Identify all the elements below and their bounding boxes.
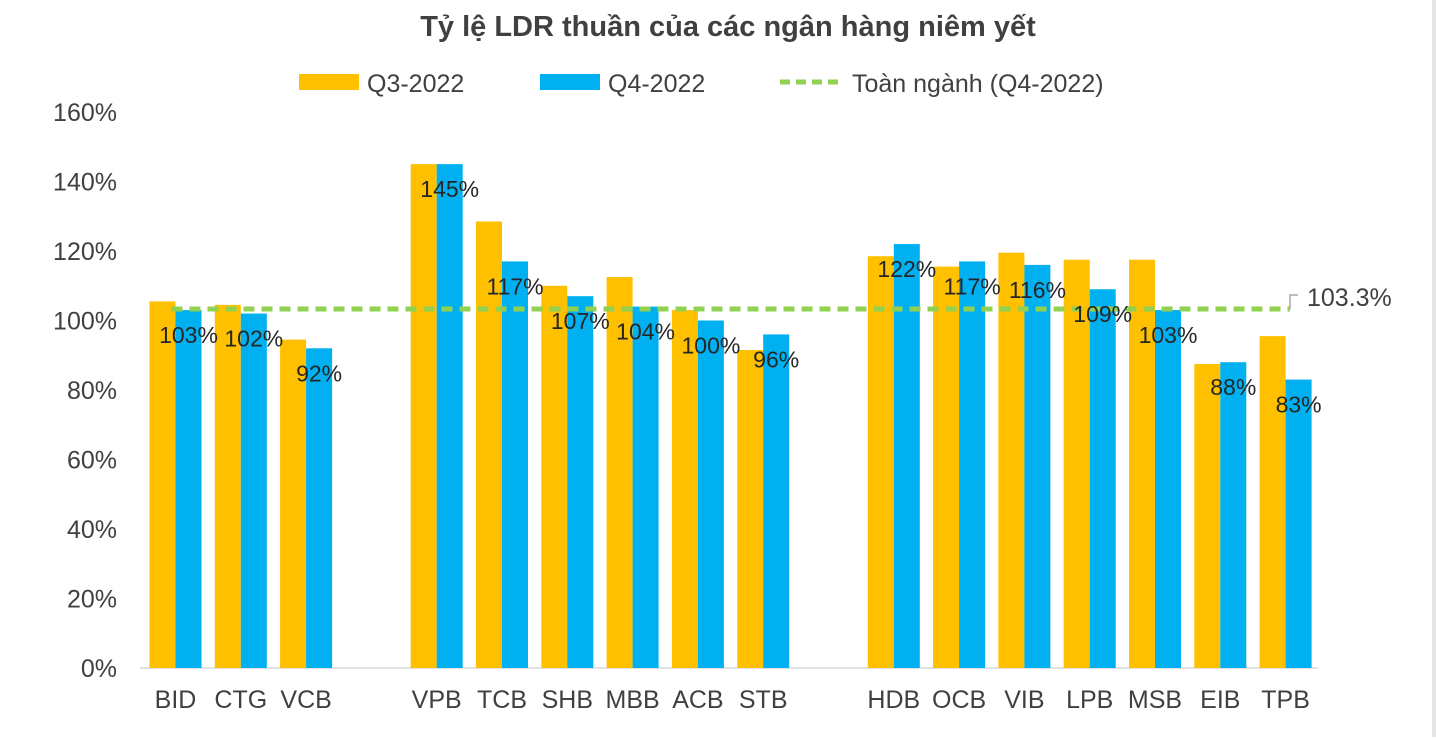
bar-q4-vpb	[436, 164, 463, 668]
bar-q3-hdb	[867, 256, 894, 668]
x-tick-label: ACB	[672, 686, 723, 714]
chart-title: Tỷ lệ LDR thuần của các ngân hàng niêm y…	[420, 11, 1036, 43]
window-edge	[1432, 0, 1436, 737]
data-label-q4: 104%	[616, 319, 675, 345]
bar-q3-vcb	[280, 339, 307, 668]
bar-q4-mbb	[632, 306, 659, 668]
bar-q4-stb	[763, 334, 790, 668]
bar-q4-vcb	[306, 348, 333, 668]
data-label-q4: 103%	[159, 322, 218, 348]
legend-label-q3: Q3-2022	[367, 70, 464, 98]
bar-q4-tcb	[502, 261, 528, 668]
reference-line: 103.3%	[171, 284, 1392, 312]
bars	[149, 164, 1312, 669]
bar-q4-shb	[567, 296, 594, 668]
y-tick-label: 0%	[81, 655, 117, 683]
data-label-q4: 145%	[420, 176, 479, 202]
x-tick-label: LPB	[1066, 686, 1113, 714]
bar-q3-lpb	[1063, 259, 1090, 668]
bar-q3-eib	[1194, 363, 1221, 668]
y-tick-label: 120%	[53, 238, 117, 266]
x-tick-label: TCB	[477, 686, 527, 714]
bar-q3-shb	[541, 285, 568, 668]
bar-q4-lpb	[1089, 289, 1116, 668]
y-tick-label: 100%	[53, 308, 117, 336]
bar-q4-bid	[175, 310, 202, 668]
legend: Q3-2022 Q4-2022 Toàn ngành (Q4-2022)	[299, 70, 1104, 98]
bar-q4-msb	[1155, 310, 1181, 668]
x-tick-label: HDB	[867, 686, 920, 714]
legend-swatch-q3	[299, 74, 359, 90]
x-tick-label: VIB	[1004, 686, 1044, 714]
bar-q3-vpb	[410, 164, 437, 668]
y-tick-label: 80%	[67, 377, 117, 405]
bar-q3-msb	[1129, 259, 1155, 668]
bar-q4-ocb	[959, 261, 986, 668]
data-label-q4: 116%	[1009, 277, 1066, 303]
y-axis: 0% 20% 40% 60% 80% 100% 120% 140% 160%	[53, 99, 117, 683]
x-axis: BID CTG VCB VPB TCB SHB MBB ACB STB HDB OCB VIB LPB M…	[155, 686, 1310, 714]
bar-q4-eib	[1220, 362, 1247, 668]
x-tick-label: TPB	[1261, 686, 1310, 714]
bar-q4-acb	[697, 320, 724, 668]
y-tick-label: 40%	[67, 516, 117, 544]
data-label-q4: 107%	[551, 308, 610, 334]
x-tick-label: CTG	[214, 686, 267, 714]
data-label-q4: 117%	[944, 273, 1001, 299]
reference-leader-line	[1289, 294, 1298, 310]
bar-q3-tcb	[476, 221, 502, 668]
data-label-q4: 122%	[877, 256, 936, 282]
bar-q4-ctg	[240, 313, 267, 668]
legend-label-q4: Q4-2022	[608, 70, 705, 98]
data-label-q4: 92%	[296, 360, 342, 386]
data-label-q4: 96%	[753, 346, 799, 372]
data-labels: 103% 102%92%145%117%107% 104%100%96%122%11…	[159, 176, 1322, 417]
data-label-q4: 100%	[681, 333, 740, 359]
x-tick-label: VCB	[280, 686, 331, 714]
bar-q3-ocb	[933, 266, 960, 668]
bar-q3-acb	[671, 310, 698, 668]
y-tick-label: 60%	[67, 447, 117, 475]
y-tick-label: 140%	[53, 169, 117, 197]
x-tick-label: STB	[739, 686, 788, 714]
x-tick-label: MSB	[1128, 686, 1182, 714]
data-label-q4: 88%	[1210, 374, 1256, 400]
bar-q3-mbb	[606, 277, 633, 668]
x-tick-label: SHB	[542, 686, 593, 714]
bar-q4-tpb	[1285, 379, 1312, 668]
bar-q3-stb	[737, 350, 764, 668]
legend-label-industry: Toàn ngành (Q4-2022)	[852, 70, 1104, 98]
x-tick-label: BID	[155, 686, 197, 714]
x-tick-label: VPB	[412, 686, 462, 714]
x-tick-label: EIB	[1200, 686, 1240, 714]
data-label-q4: 117%	[486, 273, 543, 299]
bar-q4-hdb	[893, 244, 920, 669]
bar-q3-tpb	[1259, 336, 1286, 668]
y-tick-label: 160%	[53, 99, 117, 127]
data-label-q4: 109%	[1073, 301, 1132, 327]
bar-q3-bid	[149, 301, 176, 668]
data-label-q4: 83%	[1276, 392, 1322, 418]
bar-q3-vib	[998, 252, 1025, 669]
x-tick-label: OCB	[932, 686, 986, 714]
bar-q4-vib	[1024, 264, 1051, 668]
y-tick-label: 20%	[67, 586, 117, 614]
x-tick-label: MBB	[606, 686, 660, 714]
reference-line-label: 103.3%	[1307, 284, 1392, 312]
data-label-q4: 103%	[1139, 322, 1198, 348]
legend-swatch-q4	[540, 74, 600, 90]
bar-q3-ctg	[214, 304, 241, 668]
data-label-q4: 102%	[224, 326, 283, 352]
